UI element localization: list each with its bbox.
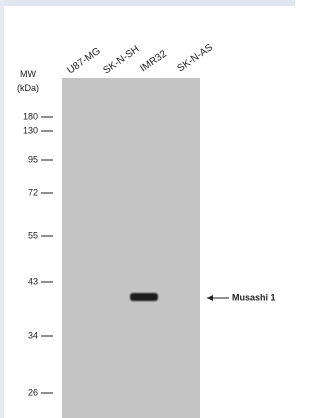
band-label: Musashi 1 bbox=[232, 292, 276, 302]
marker-label: 34 bbox=[28, 330, 38, 340]
marker-label: 26 bbox=[28, 387, 38, 397]
top-border bbox=[0, 0, 295, 6]
blot-membrane bbox=[62, 78, 200, 418]
marker-label: 180 bbox=[23, 111, 38, 121]
left-border bbox=[0, 0, 4, 418]
mw-label: MW bbox=[20, 69, 36, 79]
marker-label: 130 bbox=[23, 125, 38, 135]
mw-unit: (kDa) bbox=[17, 83, 39, 93]
protein-band bbox=[130, 293, 158, 301]
marker-label: 55 bbox=[28, 230, 38, 240]
marker-label: 95 bbox=[28, 154, 38, 164]
marker-label: 72 bbox=[28, 187, 38, 197]
marker-label: 43 bbox=[28, 276, 38, 286]
